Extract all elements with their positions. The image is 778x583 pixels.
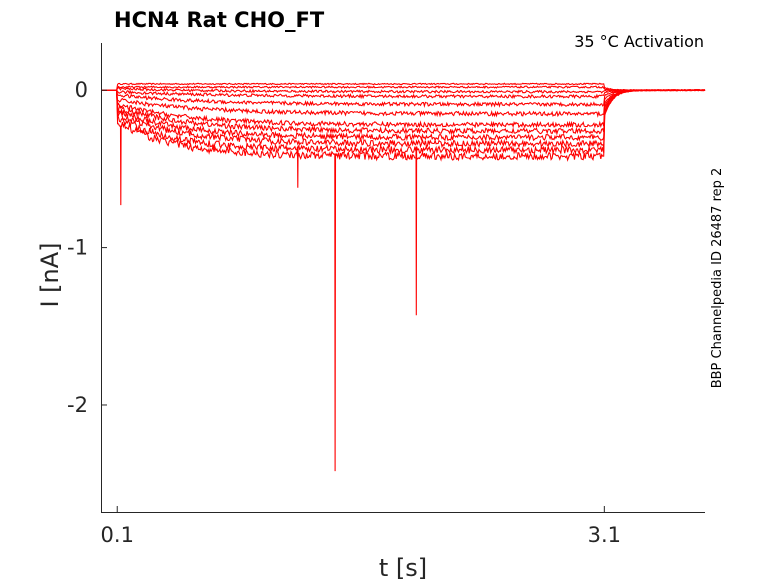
- trace-group: [101, 82, 706, 472]
- y-tick-label: -2: [67, 393, 88, 417]
- chart-annotation: 35 °C Activation: [574, 32, 704, 51]
- chart-title: HCN4 Rat CHO_FT: [114, 8, 325, 32]
- current-trace-4: [101, 89, 706, 100]
- y-axis-label: I [nA]: [36, 242, 64, 307]
- y-axis-ticks: 0 -1 -2: [67, 78, 107, 417]
- x-tick-label: 0.1: [101, 523, 134, 547]
- current-trace-2: [101, 85, 706, 92]
- current-trace-3: [101, 87, 706, 94]
- x-axis-label: t [s]: [379, 554, 427, 582]
- x-axis-ticks: 0.1 3.1: [101, 506, 621, 547]
- side-label: BBP Channelpedia ID 26487 rep 2: [710, 168, 725, 389]
- x-tick-label: 3.1: [588, 523, 621, 547]
- current-trace-12: [101, 89, 706, 472]
- y-tick-label: 0: [75, 78, 88, 102]
- current-trace-1: [101, 82, 706, 92]
- current-trace-5: [101, 89, 706, 108]
- y-tick-label: -1: [67, 236, 88, 260]
